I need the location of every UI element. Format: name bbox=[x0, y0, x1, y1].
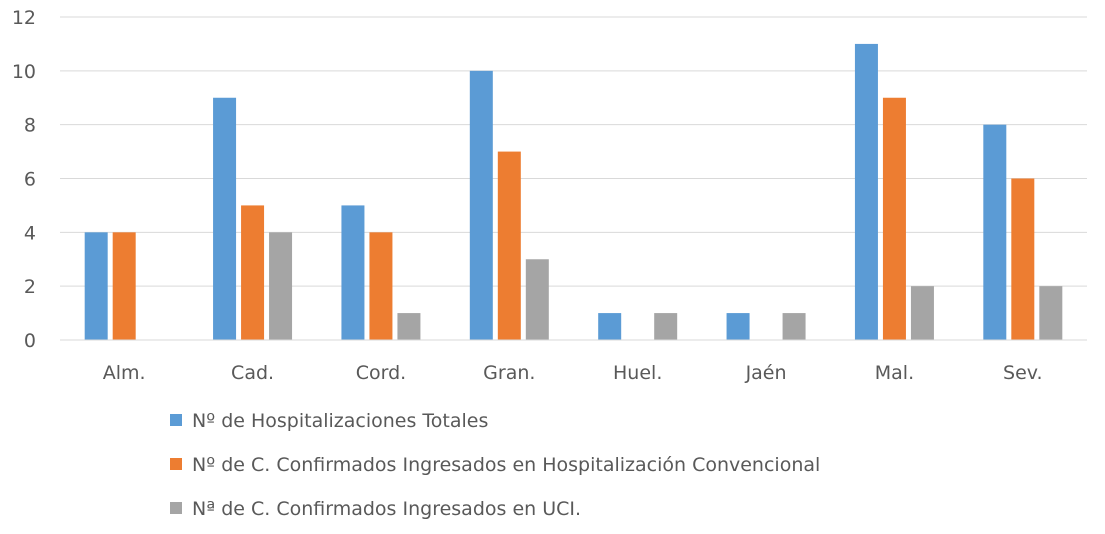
legend-swatch bbox=[170, 414, 182, 426]
bar-gran-series-1 bbox=[469, 70, 493, 340]
legend-label: Nº de C. Confirmados Ingresados en Hospi… bbox=[192, 454, 820, 476]
bar-huel-series-1 bbox=[598, 313, 622, 340]
x-tick-label: Mal. bbox=[875, 362, 914, 384]
bar-sev-series-2 bbox=[1011, 178, 1035, 340]
bar-gran-series-2 bbox=[497, 151, 521, 340]
axes: 0 2 4 6 8 10 12 Alm. Cad. Cord. Gran. Huel. Jaén Mal.… bbox=[12, 7, 1087, 384]
bar-cord-series-3 bbox=[397, 313, 421, 340]
bar-mal-series-1 bbox=[854, 43, 878, 341]
bar-sev-series-3 bbox=[1039, 286, 1063, 340]
bar-sev-series-1 bbox=[983, 124, 1007, 341]
y-tick-label: 4 bbox=[24, 222, 36, 244]
x-tick-label: Huel. bbox=[613, 362, 662, 384]
y-tick-label: 2 bbox=[24, 276, 36, 298]
legend: Nº de Hospitalizaciones Totales Nº de C. … bbox=[170, 410, 820, 520]
bar-mal-series-2 bbox=[882, 97, 906, 340]
legend-swatch bbox=[170, 502, 182, 514]
y-tick-label: 12 bbox=[12, 7, 36, 29]
x-tick-label: Cord. bbox=[356, 362, 406, 384]
bar-huel-series-3 bbox=[654, 313, 678, 340]
bar-alm-series-1 bbox=[84, 232, 108, 340]
bar-jaén-series-1 bbox=[726, 313, 750, 340]
bars bbox=[84, 43, 1063, 341]
x-tick-label: Gran. bbox=[483, 362, 535, 384]
y-tick-label: 8 bbox=[24, 115, 36, 137]
bar-cad-series-3 bbox=[269, 232, 293, 340]
bar-gran-series-3 bbox=[525, 259, 549, 340]
bar-jaén-series-3 bbox=[782, 313, 806, 340]
y-tick-label: 10 bbox=[12, 61, 36, 83]
x-tick-label: Sev. bbox=[1003, 362, 1043, 384]
bar-cord-series-2 bbox=[369, 232, 393, 340]
bar-cad-series-1 bbox=[213, 97, 237, 340]
legend-label: Nº de Hospitalizaciones Totales bbox=[192, 410, 488, 432]
bar-mal-series-3 bbox=[910, 286, 934, 340]
bar-cord-series-1 bbox=[341, 205, 365, 340]
bar-cad-series-2 bbox=[241, 205, 265, 340]
y-tick-label: 6 bbox=[24, 169, 36, 191]
legend-label: Nª de C. Confirmados Ingresados en UCI. bbox=[192, 498, 581, 520]
y-tick-label: 0 bbox=[24, 330, 36, 352]
x-tick-label: Jaén bbox=[745, 362, 787, 384]
x-tick-label: Alm. bbox=[103, 362, 146, 384]
bar-alm-series-2 bbox=[112, 232, 136, 340]
legend-swatch bbox=[170, 458, 182, 470]
x-tick-label: Cad. bbox=[231, 362, 274, 384]
